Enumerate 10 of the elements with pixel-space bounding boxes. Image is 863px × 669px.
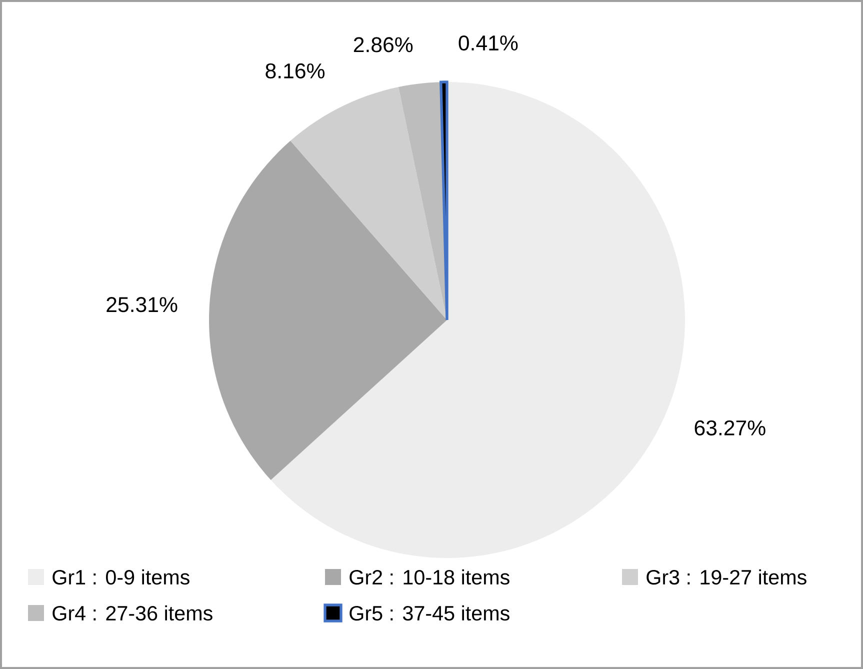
legend-label: Gr1 : 0-9 items: [52, 569, 190, 585]
data-label: 8.16%: [266, 63, 325, 78]
legend-label: Gr4 : 27-36 items: [52, 605, 212, 621]
legend-label: Gr3 : 19-27 items: [646, 569, 806, 585]
legend-label: Gr2 : 10-18 items: [350, 569, 510, 585]
legend-label: Gr5 : 37-45 items: [350, 605, 510, 621]
data-label: 2.86%: [354, 37, 413, 52]
data-label: 0.41%: [458, 35, 518, 51]
data-label: 25.31%: [106, 297, 178, 312]
data-label: 63.27%: [694, 420, 766, 436]
